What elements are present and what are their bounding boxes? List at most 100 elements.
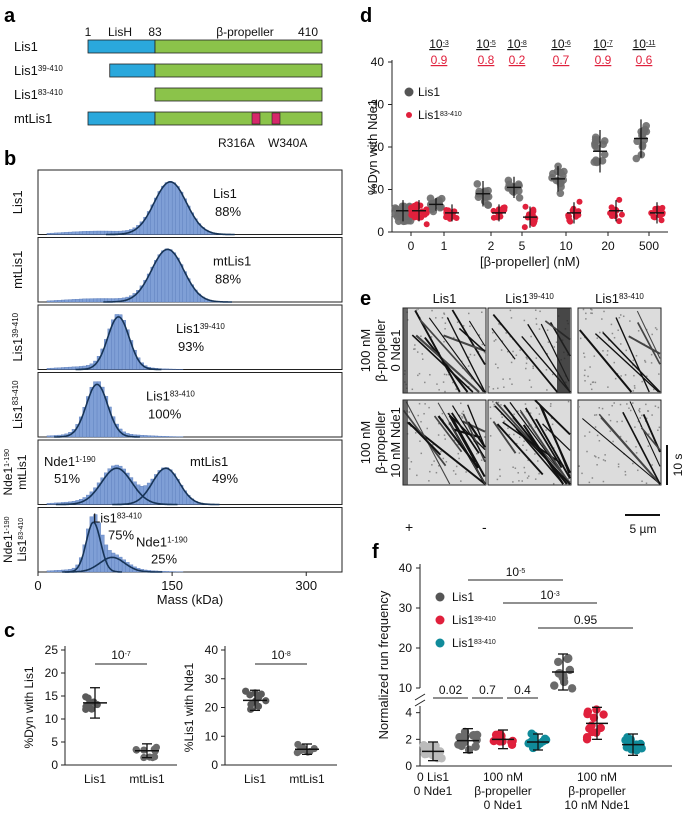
legend-label: Lis1 <box>452 590 474 604</box>
kymograph-noise <box>525 449 528 451</box>
kymograph-noise <box>589 383 592 386</box>
legend-marker <box>435 592 445 602</box>
y-tick-label: 0 <box>377 225 384 239</box>
histogram-bar <box>50 232 55 235</box>
kymograph-noise <box>591 312 593 315</box>
kymograph-noise <box>448 423 451 426</box>
kymograph-noise <box>440 450 442 453</box>
kymograph-noise <box>614 377 617 380</box>
kymograph-noise <box>651 414 653 416</box>
y-tick-label: 0 <box>51 758 58 772</box>
kymograph-noise <box>610 323 613 326</box>
category-label: Lis1 <box>84 772 106 786</box>
kymograph-noise <box>444 438 446 440</box>
data-point <box>559 176 568 184</box>
data-point <box>84 694 92 702</box>
y-tick-label: 40 <box>371 55 385 69</box>
kymograph-noise <box>583 374 586 377</box>
motile-trace <box>462 413 486 463</box>
histogram-bar <box>53 367 59 370</box>
kymograph-noise <box>493 403 495 406</box>
histogram-bar <box>157 435 162 438</box>
lish-domain-bar <box>87 111 156 126</box>
kymograph-noise <box>625 440 628 443</box>
kymograph-noise <box>462 325 465 327</box>
histogram-bar <box>86 231 91 235</box>
kymograph-noise <box>443 340 445 343</box>
data-point <box>522 203 529 210</box>
data-point <box>464 745 474 755</box>
motile-trace <box>458 327 486 352</box>
gaussian-fit <box>106 180 235 236</box>
dyn-nde1-dot-plot: 0 10 20 30 40 %Dyn with Nde1 0 1 10-3 0.9 2 10-5 0.8… <box>365 37 668 269</box>
peak-label-percent: 51% <box>54 471 80 486</box>
motile-trace <box>491 327 516 360</box>
kymograph-noise <box>510 317 513 319</box>
data-point <box>600 150 609 159</box>
histogram-bar <box>57 300 62 303</box>
kymograph-noise <box>595 414 598 416</box>
x-tick-label: 150 <box>161 578 183 593</box>
motile-trace <box>468 320 486 347</box>
kymograph-noise <box>535 357 538 359</box>
kymograph-noise <box>461 415 463 418</box>
kymograph-noise <box>524 403 527 405</box>
motile-trace <box>494 405 571 485</box>
kymograph-noise <box>453 336 455 339</box>
motile-trace <box>636 310 661 359</box>
kymograph-row-label: β-propeller <box>373 319 388 382</box>
lish-domain-bar <box>109 63 156 78</box>
mass-photometry-histograms: Lis1 Lis1 88% mtLis1 mtLis1 88% Lis139-410 Lis1… <box>1 169 343 607</box>
motile-trace <box>443 334 486 352</box>
kymograph-noise <box>532 365 534 368</box>
y-tick-label: 25 <box>45 643 59 657</box>
peak-label-name: mtLis1 <box>190 454 228 469</box>
histogram-bar <box>164 467 169 505</box>
histogram-bar <box>164 436 169 438</box>
histogram-bar <box>68 299 73 303</box>
y-tick-label: 30 <box>399 601 413 615</box>
p-value-83-410: 0.8 <box>478 53 495 67</box>
group-label: 0 Nde1 <box>414 784 453 798</box>
kymograph-noise <box>501 340 504 343</box>
mutation-label-r316a: R316A <box>218 136 255 150</box>
y-tick-label: 20 <box>45 666 59 680</box>
histogram-bar <box>61 232 66 235</box>
construct-label: mtLis1 <box>14 111 52 126</box>
kymograph-noise <box>632 462 634 465</box>
kymograph-noise <box>423 412 425 415</box>
histogram-bar <box>114 314 119 370</box>
data-point <box>413 213 420 220</box>
peak-label-name: Nde11-190 <box>136 535 188 550</box>
kymograph-noise <box>546 389 548 391</box>
motile-trace <box>578 329 633 393</box>
motile-trace <box>446 317 486 393</box>
motile-trace <box>437 415 480 469</box>
kymograph-noise <box>604 454 606 456</box>
kymograph-noise <box>583 352 585 355</box>
category-label: mtLis1 <box>129 772 165 786</box>
kymograph-noise <box>426 427 428 430</box>
histogram-bar <box>57 367 62 370</box>
kymograph-noise <box>535 407 538 409</box>
peak-label-percent: 88% <box>215 272 241 287</box>
data-point <box>521 224 528 231</box>
histogram-bar <box>171 252 177 303</box>
kymograph-noise <box>493 405 496 408</box>
kymograph-noise <box>415 309 418 311</box>
data-point <box>420 211 427 218</box>
kymograph-noise <box>492 388 495 390</box>
kymograph-noise <box>608 414 610 416</box>
kymograph-noise <box>448 412 451 415</box>
p-value: 10-3 <box>429 37 449 51</box>
histogram-bar <box>96 381 101 438</box>
mutation-mark <box>271 112 281 125</box>
kymograph-noise <box>551 373 554 376</box>
motile-trace <box>535 418 571 479</box>
data-point <box>592 156 600 164</box>
data-point <box>257 690 265 698</box>
peak-label-percent: 25% <box>151 552 177 567</box>
histogram-bar <box>53 300 59 303</box>
y-tick-label: 30 <box>371 98 385 112</box>
